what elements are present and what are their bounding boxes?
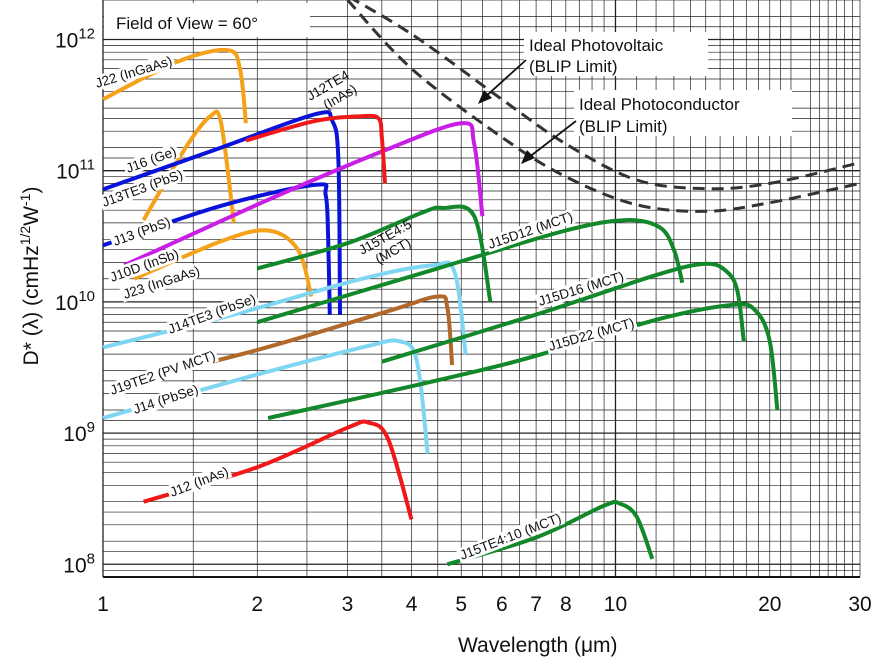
series-j14te3-pbse-label-bg <box>164 290 260 338</box>
series-ideal-photoconductor-blip-limit-line <box>346 0 861 213</box>
y-tick-label: 1010 <box>55 288 95 315</box>
title-box <box>104 3 310 37</box>
series-j12-inas-label-bg <box>165 463 233 501</box>
y-tick-label: 109 <box>63 419 95 446</box>
tick-labels: 1 2 3 4 5 6 7 8 10 20 30 108 109 1010 1011 1012 <box>55 25 872 616</box>
x-tick-label: 7 <box>530 593 542 616</box>
x-tick-label: 30 <box>848 593 871 616</box>
series-j22-ingaas-label-bg <box>91 52 176 92</box>
series-j12-inas-label: J12 (InAs) <box>168 464 231 500</box>
x-axis-title: Wavelength (μm) <box>458 634 618 657</box>
ideal-pv-annotation: Ideal Photovoltaic (BLIP Limit) <box>478 32 708 104</box>
series-j15d12-mct-label-bg <box>484 208 577 253</box>
series-j15d16-mct-label-bg <box>534 268 628 310</box>
series-j15te4-10-mct-line <box>446 499 655 567</box>
series-j16-ge-label-bg <box>122 143 181 177</box>
x-tick-label: 1 <box>97 593 109 616</box>
x-tick-label: 20 <box>758 593 781 616</box>
y-tick-label: 1012 <box>55 25 95 52</box>
y-tick-label: 108 <box>63 550 95 577</box>
series-j15d16-mct-line <box>381 261 746 364</box>
x-tick-label: 10 <box>604 593 627 616</box>
x-tick-label: 6 <box>496 593 508 616</box>
ideal-pc-line1: Ideal Photoconductor <box>579 95 740 114</box>
series-j15te4-5-mct-line <box>256 204 493 303</box>
y-tick-label: 1011 <box>56 157 95 184</box>
series-j15d12-mct-line <box>256 218 685 325</box>
series-j14te3-pbse-label: J14TE3 (PbSe) <box>166 291 258 337</box>
ideal-pc-line2: (BLIP Limit) <box>579 117 668 136</box>
ideal-pv-line1: Ideal Photovoltaic <box>529 36 664 55</box>
series-j15d22-mct-label-bg <box>544 314 638 355</box>
series-j23-ingaas-line <box>133 228 314 298</box>
series-j12-inas-line <box>143 419 414 520</box>
series-j22-ingaas-line <box>102 47 248 124</box>
x-tick-label: 2 <box>251 593 263 616</box>
series-j15te4-10-mct-label-bg <box>455 509 566 564</box>
series-j15d22-mct-line <box>267 302 780 421</box>
series-j23-ingaas-label-bg <box>119 262 204 303</box>
x-tick-label: 4 <box>406 593 418 616</box>
series-j10d-insb-label-bg <box>106 245 183 286</box>
x-tick-label: 3 <box>342 593 354 616</box>
ideal-pc-annotation: Ideal Photoconductor (BLIP Limit) <box>521 90 792 164</box>
series-j14-pbse-label-bg <box>129 381 203 418</box>
series-j13te3-pbs-label: J13TE3 (PbS) <box>100 167 185 210</box>
series-j13-pbs-line <box>102 182 332 315</box>
y-axis-title: D* (λ) (cmHz1/2W-1) <box>17 187 43 366</box>
series-j10d-insb-line <box>123 121 485 268</box>
chart-title: Field of View = 60° <box>116 14 258 33</box>
grid <box>102 0 861 578</box>
series-ideal-photovoltaic-blip-limit-line <box>351 0 861 191</box>
series-j13-pbs-label-bg <box>109 213 175 250</box>
series-j15te4-10-mct-label: J15TE4:10 (MCT) <box>458 510 564 562</box>
series-j12te4-inas-line <box>245 113 387 184</box>
series-j19te2-pv-mct-label-bg <box>106 347 220 399</box>
ideal-pv-line2: (BLIP Limit) <box>529 57 618 76</box>
series-j15d22-mct-label: J15D22 (MCT) <box>547 315 636 354</box>
series-j13te3-pbs-line <box>102 110 342 315</box>
series-j13te3-pbs-label-bg <box>98 166 187 211</box>
series-j13-pbs-label: J13 (PbS) <box>111 214 173 249</box>
x-tick-label: 8 <box>560 593 572 616</box>
x-tick-label: 5 <box>455 593 467 616</box>
series-j12te4-inas-label: J12TE4(InAs) <box>304 67 360 117</box>
